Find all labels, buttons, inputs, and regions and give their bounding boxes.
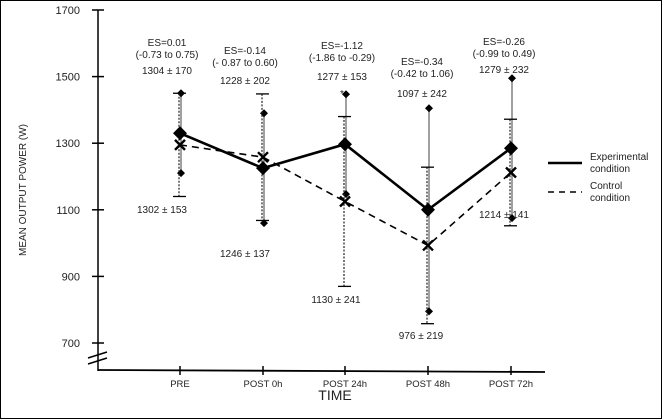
control-mean-sd-label: 1246 ± 137 <box>220 249 270 260</box>
y-axis-title: MEAN OUTPUT POWER (W) <box>18 124 29 256</box>
x-tick-label: POST 48h <box>406 379 450 390</box>
effect-size-label: ES=-0.34 <box>401 57 443 68</box>
axes: 700 900 1100 1300 1500 1700 PRE POST 0h POST 24h… <box>56 5 546 390</box>
x-axis-title: TIME <box>318 387 351 403</box>
legend: Experimental condition Control condition <box>548 152 648 204</box>
legend-label-control-line1: Control <box>590 181 622 192</box>
x-tick-label: POST 24h <box>323 379 367 390</box>
marker-control <box>505 166 517 179</box>
errorbar-tip-experimental <box>260 219 268 228</box>
experimental-mean-sd-label: 1304 ± 170 <box>142 66 192 77</box>
y-tick-label: 1700 <box>56 5 80 17</box>
x-tick-label: POST 0h <box>244 379 283 390</box>
y-tick-label: 1100 <box>56 205 80 217</box>
y-tick-label: 700 <box>62 338 80 350</box>
confidence-interval-label: (-0.42 to 1.06) <box>391 69 454 80</box>
marker-control <box>257 151 269 164</box>
series-markers <box>173 126 518 252</box>
significance-marker: * <box>340 89 344 100</box>
errorbar-tip-experimental <box>342 190 350 199</box>
confidence-interval-label: (-0.73 to 0.75) <box>136 50 199 61</box>
y-tick-label: 1500 <box>56 72 80 84</box>
errorbar-tip-experimental <box>260 109 268 118</box>
y-tick-label: 1300 <box>56 138 80 150</box>
confidence-interval-label: (- 0.87 to 0.60) <box>212 58 278 69</box>
marker-experimental <box>338 137 352 152</box>
experimental-mean-sd-label: 1277 ± 153 <box>317 72 367 83</box>
marker-control <box>422 239 434 252</box>
marker-experimental <box>421 202 435 217</box>
effect-size-label: ES=0.01 <box>148 38 187 49</box>
axis-break-mark <box>87 357 108 365</box>
errorbar-tip-experimental <box>342 90 350 99</box>
effect-size-label: ES=-0.14 <box>224 46 266 57</box>
legend-label-control-line2: condition <box>590 193 630 204</box>
experimental-mean-sd-label: 1228 ± 202 <box>220 76 270 87</box>
y-tick-label: 900 <box>62 271 80 283</box>
x-tick-label: PRE <box>170 379 190 390</box>
axis-break-mark <box>87 351 108 359</box>
marker-experimental <box>173 126 187 141</box>
errorbar-tip-experimental <box>425 307 433 316</box>
x-tick-label: POST 72h <box>489 379 533 390</box>
effect-size-label: ES=-0.26 <box>483 37 525 48</box>
marker-experimental <box>504 141 518 156</box>
error-bars <box>173 74 517 325</box>
confidence-interval-label: (-1.86 to -0.29) <box>309 53 375 64</box>
marker-experimental <box>256 161 270 176</box>
marker-control <box>339 195 351 208</box>
control-mean-sd-label: 1214 ± 141 <box>479 210 529 221</box>
experimental-mean-sd-label: 1279 ± 232 <box>479 65 529 76</box>
errorbar-tip-experimental <box>177 169 185 178</box>
x-axis-line <box>97 369 546 373</box>
errorbar-tip-experimental <box>425 104 433 113</box>
marker-control <box>174 139 186 151</box>
errorbar-tip-experimental <box>508 214 516 223</box>
confidence-interval-label: (-0.99 to 0.49) <box>473 49 536 60</box>
control-mean-sd-label: 1130 ± 241 <box>311 295 361 306</box>
control-mean-sd-label: 1302 ± 153 <box>137 205 187 216</box>
annotations: ES=0.01(-0.73 to 0.75) 1304 ± 170 ES=-0.14… <box>136 37 536 342</box>
experimental-mean-sd-label: 1097 ± 242 <box>397 89 447 100</box>
effect-size-label: ES=-1.12 <box>321 41 363 52</box>
control-mean-sd-label: 976 ± 219 <box>399 331 444 342</box>
legend-label-experimental-line1: Experimental <box>590 152 648 163</box>
legend-label-experimental-line2: condition <box>590 164 630 175</box>
errorbar-tip-experimental <box>508 74 516 83</box>
